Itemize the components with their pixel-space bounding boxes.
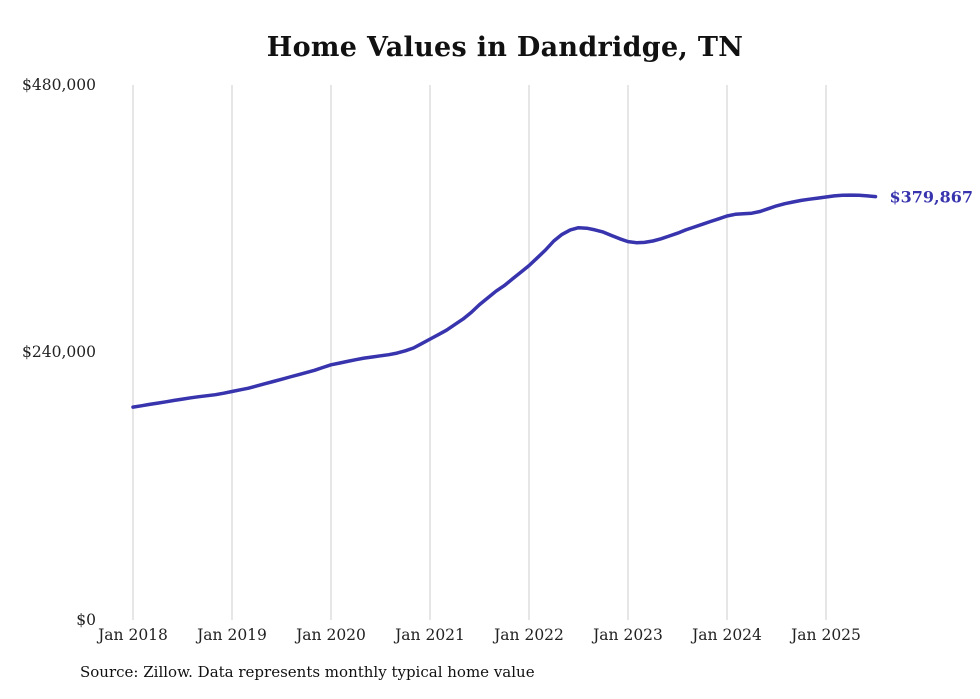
latest-value-label: $379,867 xyxy=(889,187,974,207)
x-axis-tick-2024: Jan 2024 xyxy=(692,626,762,644)
x-axis-tick-2020: Jan 2020 xyxy=(296,626,366,644)
x-axis-tick-2022: Jan 2022 xyxy=(494,626,564,644)
x-axis-tick-2019: Jan 2019 xyxy=(197,626,267,644)
y-axis-tick-0: $0 xyxy=(76,611,96,629)
x-axis-tick-2021: Jan 2021 xyxy=(395,626,465,644)
x-axis-tick-2018: Jan 2018 xyxy=(98,626,168,644)
y-axis-tick-240000: $240,000 xyxy=(22,343,96,361)
y-axis-tick-480000: $480,000 xyxy=(22,76,96,94)
x-axis-tick-2025: Jan 2025 xyxy=(791,626,861,644)
x-axis-tick-2023: Jan 2023 xyxy=(593,626,663,644)
chart-title: Home Values in Dandridge, TN xyxy=(266,32,744,63)
source-note: Source: Zillow. Data represents monthly … xyxy=(80,663,535,681)
value-line xyxy=(131,193,878,409)
